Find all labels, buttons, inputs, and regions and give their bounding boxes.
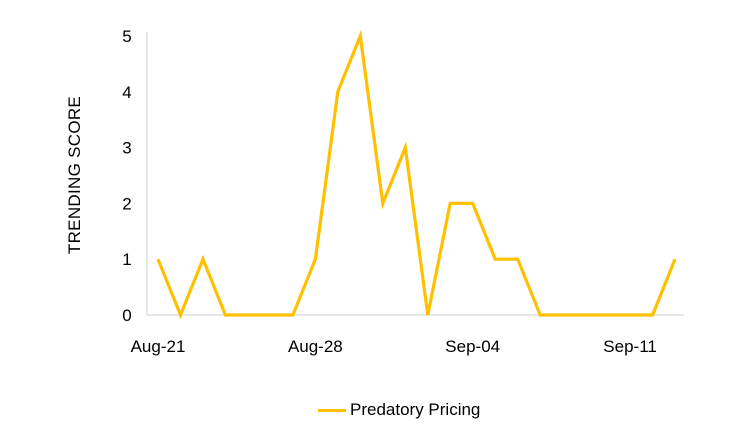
x-tick-labels: Aug-21 Aug-28 Sep-04 Sep-11 [131,337,657,356]
y-tick-label: 0 [122,306,131,325]
series-line [156,29,677,320]
y-axis-label-group: TRENDING SCORE [65,96,84,254]
y-tick-label: 3 [122,139,131,158]
x-tick-label: Aug-28 [288,337,343,356]
y-tick-label: 2 [122,194,131,213]
series-group [156,29,677,320]
x-tick-label: Sep-11 [603,337,657,356]
legend: Predatory Pricing [318,400,480,420]
legend-label: Predatory Pricing [350,400,481,419]
y-tick-label: 4 [122,83,131,102]
axes [146,32,684,316]
y-tick-label: 1 [122,250,131,269]
y-axis-label: TRENDING SCORE [65,96,84,254]
y-tick-label: 5 [122,27,131,46]
x-tick-label: Sep-04 [445,337,500,356]
x-tick-label: Aug-21 [131,337,186,356]
y-tick-labels: 0 1 2 3 4 5 [122,27,131,325]
legend-swatch [318,408,346,412]
